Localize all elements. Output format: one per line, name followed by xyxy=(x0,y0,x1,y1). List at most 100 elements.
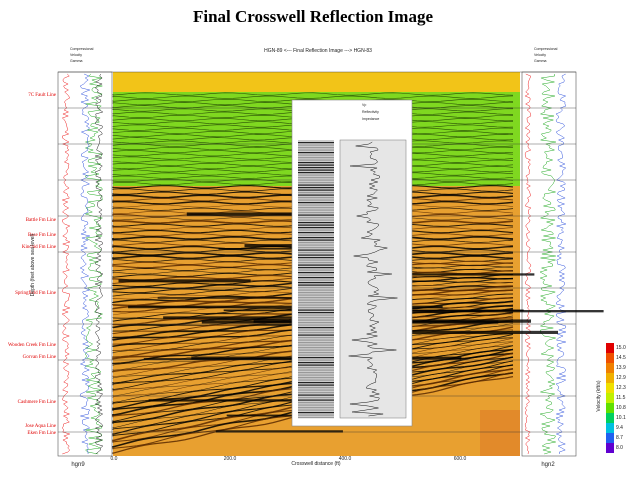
inset-band xyxy=(298,302,334,304)
strong-reflection xyxy=(310,330,559,334)
inset-band xyxy=(298,212,334,214)
inset-band xyxy=(298,384,334,386)
formation-label: Base Fm Line xyxy=(28,233,57,238)
colorbar-tick: 8.0 xyxy=(616,445,623,451)
inset-band xyxy=(298,367,334,369)
colorbar: 15.0 14.5 13.9 12.9 12.3 11.5 10.8 10.1 9.4 8.7 8.… xyxy=(606,343,626,453)
inset-band xyxy=(298,274,334,276)
inset-band xyxy=(298,354,334,356)
colorbar-swatch xyxy=(606,413,614,423)
colorbar-tick: 9.4 xyxy=(616,425,623,431)
inset-band xyxy=(298,414,334,416)
strong-reflection xyxy=(118,279,251,283)
inset-curve xyxy=(348,141,398,417)
inset-band xyxy=(298,327,334,329)
inset-band xyxy=(298,214,334,216)
strong-reflection xyxy=(128,305,443,309)
inset-band xyxy=(298,142,334,144)
inset-band xyxy=(298,224,334,226)
inset-band xyxy=(298,194,334,196)
inset-band xyxy=(298,187,334,189)
colorbar-swatch xyxy=(606,353,614,363)
inset-band xyxy=(298,294,334,296)
inset-band xyxy=(298,222,334,224)
formation-label: Springfield Fm Line xyxy=(15,291,57,296)
inset-band xyxy=(298,237,334,239)
subtitle: HGN-89 <--- Final Reflection Image ---> … xyxy=(264,48,372,54)
inset-band xyxy=(298,292,334,294)
inset-band xyxy=(298,154,334,156)
x-tick-label: 200.0 xyxy=(224,456,237,462)
colorbar-tick: 10.8 xyxy=(616,405,626,411)
inset-band xyxy=(298,169,334,171)
inset-band xyxy=(298,392,334,394)
inset-band xyxy=(298,324,334,326)
strong-reflection xyxy=(294,273,535,276)
inset-band xyxy=(298,264,334,266)
inset-band xyxy=(298,202,334,204)
formation-label: 7C Fault Line xyxy=(28,93,57,98)
inset-band xyxy=(298,272,334,274)
formation-label: Kincaid Fm Line xyxy=(22,245,57,250)
inset-band xyxy=(298,312,334,314)
inset-band xyxy=(298,159,334,161)
inset-band xyxy=(298,329,334,331)
strong-reflection xyxy=(163,316,364,319)
right-log-panel xyxy=(521,71,577,457)
inset-band xyxy=(298,409,334,411)
inset-band xyxy=(298,299,334,301)
inset-band xyxy=(298,364,334,366)
log-legends: Compressional Compressional Velocity Veloci… xyxy=(8,47,567,462)
y-axis-label: Depth (feet above sea level) xyxy=(30,233,36,296)
inset-band xyxy=(298,417,334,419)
strong-reflection xyxy=(148,399,338,402)
inset-band xyxy=(298,344,334,346)
colorbar-tick: 10.1 xyxy=(616,415,626,421)
strong-reflection xyxy=(215,430,343,433)
inset-band xyxy=(298,287,334,289)
inset-band xyxy=(298,247,334,249)
log-curve xyxy=(94,73,104,455)
formation-label: Cashmere Fm Line xyxy=(18,400,57,405)
inset-band xyxy=(298,304,334,306)
inset-band xyxy=(298,209,334,211)
inset-band xyxy=(298,387,334,389)
inset-legend: Vp xyxy=(362,103,366,107)
inset-band xyxy=(298,337,334,339)
inset-legend: Reflectivity xyxy=(362,110,379,114)
log-legend-right: Gamma xyxy=(534,59,547,63)
x-tick-label: 600.0 xyxy=(454,456,467,462)
log-legend-right: Velocity xyxy=(534,53,546,57)
right-well: hgn2 xyxy=(541,462,555,468)
inset-band xyxy=(298,332,334,334)
colorbar-label: Velocity (kft/s) xyxy=(596,380,602,411)
inset-band xyxy=(298,227,334,229)
inset-band xyxy=(298,382,334,384)
inset-band xyxy=(298,177,334,179)
inset-band xyxy=(298,244,334,246)
inset-band xyxy=(298,252,334,254)
title: Final Crosswell Reflection Image xyxy=(193,7,433,26)
log-curve xyxy=(539,73,557,455)
inset-band xyxy=(298,184,334,186)
log-curve xyxy=(524,73,532,455)
inset-band xyxy=(298,269,334,271)
inset-band xyxy=(298,309,334,311)
inset-band xyxy=(298,289,334,291)
inset-band xyxy=(298,279,334,281)
top-band xyxy=(113,72,520,92)
inset-band xyxy=(298,182,334,184)
inset-band xyxy=(298,349,334,351)
colorbar-tick: 11.5 xyxy=(616,395,626,401)
inset-band xyxy=(298,242,334,244)
log-curve xyxy=(555,73,567,455)
inset-band xyxy=(298,307,334,309)
inset-band xyxy=(298,259,334,261)
colorbar-swatch xyxy=(606,343,614,353)
inset-band xyxy=(298,262,334,264)
inset-band xyxy=(298,399,334,401)
colorbar-swatch xyxy=(606,363,614,373)
inset-band xyxy=(298,249,334,251)
inset-band xyxy=(298,199,334,201)
inset-band xyxy=(298,317,334,319)
